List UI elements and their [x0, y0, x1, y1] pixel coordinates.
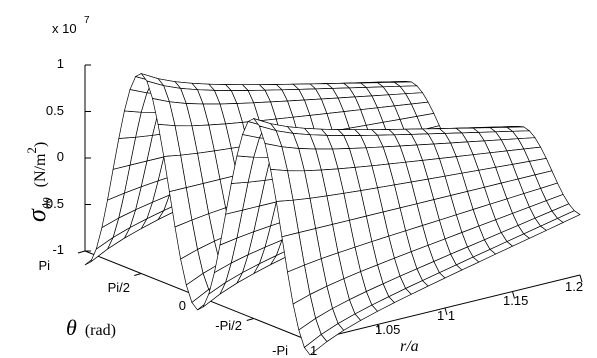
zlabel-subscript: θθ	[40, 197, 54, 209]
r-tick-label: 1	[310, 343, 317, 358]
r-tick-labels: 1 1.05 1 1 1.15 1.2	[310, 279, 583, 358]
theta-label-symbol: θ	[66, 315, 77, 340]
zlabel-symbol: σ	[22, 208, 51, 222]
r-axis-label: r/a	[400, 338, 419, 355]
theta-tick-mark	[134, 273, 142, 276]
theta-tick-label: 0	[179, 298, 186, 313]
r-tick-mark	[512, 291, 515, 299]
svg-text:σθθ(N/m2): σθθ (N/m2)	[22, 142, 54, 222]
surface-mesh	[84, 72, 581, 356]
z-axis-label: σθθ (N/m2)	[22, 142, 54, 222]
theta-tick-label: -Pi	[272, 343, 288, 358]
r-tick-label: 1.05	[375, 322, 400, 337]
r-tick-mark	[579, 274, 583, 283]
theta-tick-mark	[77, 250, 86, 254]
z-tick-labels: 1 0.5 0 -0.5 -1	[42, 56, 64, 257]
zlabel-units: (N/m	[32, 153, 49, 187]
r-tick-mark	[444, 307, 448, 316]
r-tick-label: 1.15	[503, 293, 528, 308]
theta-tick-label: Pi/2	[108, 280, 130, 295]
z-tick-label: 0.5	[46, 103, 64, 118]
z-tick-label: 0	[57, 149, 64, 164]
z-tick-label: 1	[57, 56, 64, 71]
theta-tick-label: -Pi/2	[215, 318, 242, 333]
zlabel-units-power: 2	[24, 147, 39, 154]
theta-tick-label: Pi	[38, 258, 50, 273]
z-tick-label: -1	[52, 242, 64, 257]
theta-tick-mark	[246, 318, 254, 321]
surface-cell	[303, 334, 328, 356]
exponent-label: x 10	[52, 21, 77, 36]
theta-label-units: (rad)	[85, 322, 116, 339]
exponent-power: 7	[84, 15, 90, 26]
r-tick-mark	[377, 324, 380, 332]
zlabel-units-close: )	[32, 142, 49, 147]
theta-axis-label: θ (rad)	[66, 315, 116, 340]
r-tick-label: 1 1	[437, 308, 455, 323]
r-tick-label: 1.2	[565, 279, 583, 294]
z-tick-label: -0.5	[42, 196, 64, 211]
theta-tick-labels: Pi Pi/2 0 -Pi/2 -Pi	[38, 258, 288, 358]
